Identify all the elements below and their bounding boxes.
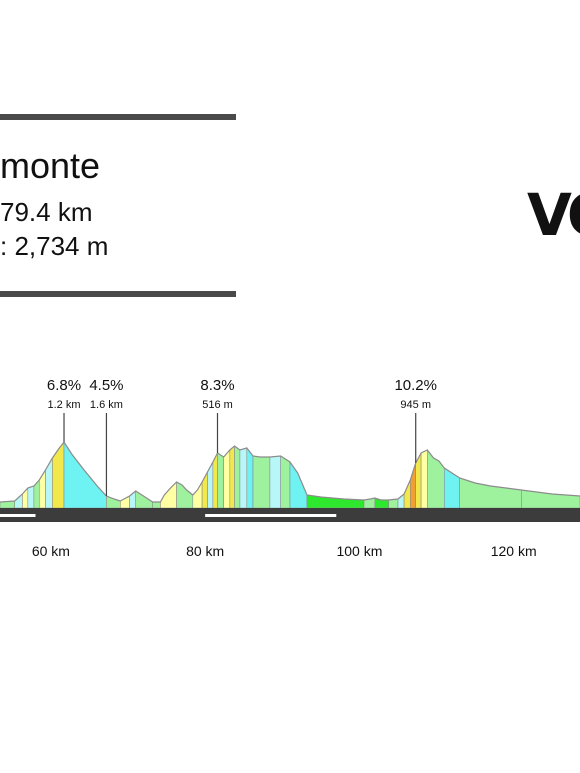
x-tick-label: 100 km: [336, 543, 382, 559]
profile-segment: [135, 490, 153, 509]
profile-outline: [0, 440, 580, 503]
profile-segment: [192, 480, 203, 509]
profile-segment: [120, 495, 130, 509]
profile-segment: [280, 455, 291, 509]
profile-segment: [27, 485, 35, 509]
profile-segment: [33, 479, 40, 509]
stage-elevation-gain: : 2,734 m: [0, 231, 109, 261]
profile-segment: [176, 481, 194, 509]
profile-segment: [106, 495, 121, 509]
climb-length-label: 1.2 km: [48, 399, 81, 411]
road-marker: [205, 514, 337, 517]
profile-segment: [444, 467, 460, 509]
stage-title: monte: [0, 145, 101, 186]
profile-segment: [289, 461, 308, 509]
profile-segment: [239, 447, 248, 509]
profile-segment: [420, 449, 428, 509]
profile-segment: [306, 494, 365, 509]
x-tick-label: 60 km: [32, 543, 70, 559]
profile-segment: [234, 445, 241, 509]
profile-segment: [223, 449, 231, 509]
profile-segment: [269, 455, 281, 509]
profile-segment: [403, 479, 411, 509]
climb-length-label: 945 m: [400, 399, 431, 411]
profile-segment: [521, 489, 580, 509]
profile-segment: [45, 456, 53, 509]
climb-grade-label: 6.8%: [47, 377, 81, 394]
brand-logo-text: VO: [527, 185, 580, 241]
x-tick-label: 120 km: [491, 543, 537, 559]
profile-segment: [459, 477, 522, 509]
profile-segment: [14, 493, 23, 509]
profile-segment: [52, 441, 65, 509]
x-tick-label: 80 km: [186, 543, 224, 559]
profile-segment: [229, 445, 235, 509]
climb-grade-label: 4.5%: [89, 377, 123, 394]
profile-segment: [252, 455, 271, 509]
brand-logo: VO: [520, 185, 580, 241]
profile-segment: [207, 461, 214, 509]
profile-segment: [246, 447, 254, 509]
climb-length-label: 516 m: [202, 399, 233, 411]
climb-length-label: 1.6 km: [90, 399, 123, 411]
profile-segment: [160, 481, 177, 509]
header-bottom-rule: [0, 291, 236, 297]
climb-grade-label: 8.3%: [200, 377, 234, 394]
climb-grade-label: 10.2%: [394, 377, 437, 394]
road-marker: [0, 514, 36, 517]
profile-segment: [152, 501, 161, 509]
stage-distance: 79.4 km: [0, 197, 93, 227]
profile-segment: [217, 452, 224, 509]
header-top-rule: [0, 114, 236, 120]
